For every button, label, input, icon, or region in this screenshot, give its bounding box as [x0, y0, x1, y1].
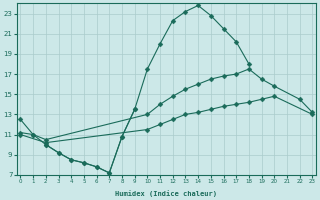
X-axis label: Humidex (Indice chaleur): Humidex (Indice chaleur) — [116, 190, 217, 197]
